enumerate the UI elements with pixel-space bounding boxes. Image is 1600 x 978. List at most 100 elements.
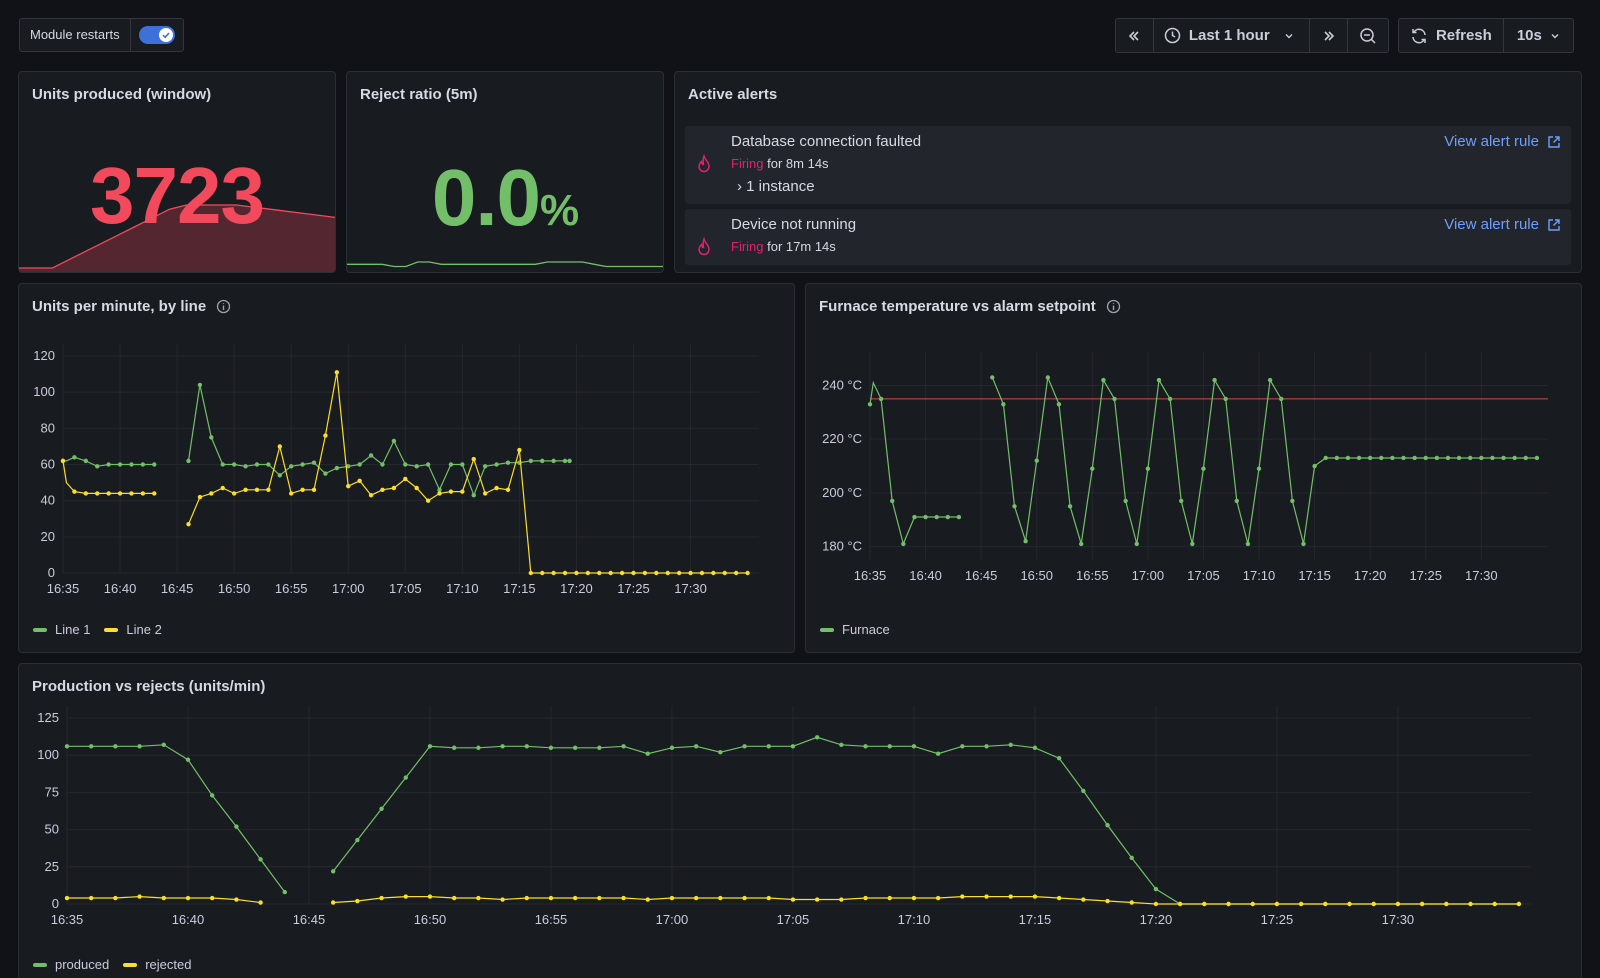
double-chevron-left-icon [1129, 30, 1139, 41]
data-point [839, 897, 844, 902]
x-tick-label: 17:00 [332, 581, 365, 596]
production-vs-rejects-chart: 0 25 50 75 100 125 16:35 16:40 16:45 16:50 16:55 17… [37, 706, 1531, 927]
info-icon[interactable] [1106, 299, 1121, 314]
legend-label: Furnace [842, 622, 890, 637]
data-point [209, 491, 214, 496]
data-point [197, 494, 203, 500]
data-point [220, 462, 225, 467]
y-tick-label: 50 [45, 822, 59, 837]
data-point [619, 570, 625, 576]
units-sparkline [19, 204, 335, 272]
data-point [1223, 396, 1228, 402]
legend-item-produced[interactable]: produced [33, 957, 109, 972]
legend-label: rejected [145, 957, 192, 972]
refresh-button[interactable]: Refresh [1399, 19, 1504, 52]
data-point [1008, 742, 1013, 747]
y-tick-label: 180 °C [822, 539, 862, 554]
data-point [742, 744, 747, 749]
units-per-minute-panel: Units per minute, by line 0 20 40 60 80 100 12… [18, 283, 795, 653]
legend-item-furnace[interactable]: Furnace [820, 622, 890, 637]
data-point [1516, 901, 1522, 907]
data-point [437, 491, 442, 496]
data-point [960, 894, 965, 899]
legend-item-line-2[interactable]: Line 2 [104, 622, 162, 637]
alert-state-label: Firing [731, 239, 764, 254]
panel-title: Units produced (window) [32, 86, 212, 103]
zoom-out-button[interactable] [1348, 19, 1388, 52]
sparkline-line [347, 261, 663, 268]
data-point [505, 460, 511, 465]
data-point [1412, 455, 1417, 461]
data-point [357, 462, 362, 467]
data-point [867, 402, 873, 407]
time-range-picker[interactable]: Last 1 hour [1154, 19, 1311, 52]
data-point [548, 745, 554, 750]
double-chevron-right-icon [1324, 30, 1334, 41]
view-alert-rule-link[interactable]: View alert rule [1444, 216, 1561, 233]
data-point [471, 456, 476, 462]
data-point [1267, 377, 1273, 383]
x-tick-label: 17:00 [1132, 568, 1165, 583]
view-alert-rule-link[interactable]: View alert rule [1444, 133, 1561, 150]
data-point [448, 489, 454, 494]
data-point [500, 744, 505, 749]
data-point [524, 895, 529, 901]
data-point [391, 485, 397, 491]
data-point [1212, 377, 1217, 383]
data-point [1444, 901, 1449, 907]
x-tick-label: 17:15 [1298, 568, 1331, 583]
data-point [1290, 498, 1295, 504]
module-restarts-switch[interactable] [138, 26, 175, 44]
data-point [711, 570, 716, 576]
data-point [733, 570, 739, 576]
chart-legend: produced rejected [33, 957, 191, 972]
data-point [494, 485, 499, 491]
refresh-interval-picker[interactable]: 10s [1504, 19, 1573, 52]
time-picker-group: Last 1 hour [1115, 18, 1389, 53]
legend-swatch [33, 962, 47, 967]
chart-legend: Furnace [820, 622, 890, 637]
data-point [1401, 455, 1406, 461]
units-per-minute-chart: 0 20 40 60 80 100 120 16:35 16:40 16:45 16:50 16:55… [33, 344, 759, 596]
module-restarts-switch-wrap[interactable] [131, 19, 183, 51]
data-point [1177, 901, 1183, 907]
data-point [1347, 901, 1352, 907]
time-forward-button[interactable] [1310, 19, 1349, 52]
y-tick-label: 200 °C [822, 485, 862, 500]
alert-item[interactable]: Device not running Firing for 17m 14s Vi… [685, 209, 1571, 265]
alert-instances-toggle[interactable]: › 1 instance [737, 178, 815, 195]
legend-swatch [123, 962, 138, 967]
data-point [1201, 466, 1206, 471]
data-point [414, 464, 419, 469]
data-point [152, 491, 157, 496]
data-point [567, 458, 572, 464]
legend-item-line-1[interactable]: Line 1 [33, 622, 90, 637]
data-point [1156, 377, 1162, 383]
data-point [186, 458, 191, 464]
data-point [621, 744, 626, 749]
data-point [1434, 455, 1440, 461]
data-point [1123, 498, 1128, 504]
units-produced-value: 3723 [90, 151, 265, 240]
data-point [323, 471, 328, 476]
data-point [1234, 498, 1239, 504]
x-tick-label: 17:10 [898, 912, 931, 927]
data-point [718, 895, 723, 901]
data-point [95, 491, 100, 496]
data-point [254, 462, 260, 467]
data-point [254, 487, 260, 493]
chevron-down-icon [1551, 33, 1559, 38]
data-point [665, 570, 670, 576]
data-point [1512, 455, 1517, 461]
data-point [106, 491, 111, 496]
legend-item-rejected[interactable]: rejected [123, 957, 191, 972]
module-restarts-toggle[interactable]: Module restarts [19, 18, 184, 52]
info-icon[interactable] [216, 299, 231, 314]
data-point [129, 462, 134, 467]
data-point [984, 894, 989, 899]
data-point [551, 570, 556, 576]
data-point [448, 462, 454, 467]
alert-item[interactable]: Database connection faulted Firing for 8… [685, 126, 1571, 204]
alert-name: Device not running [731, 216, 857, 233]
time-back-button[interactable] [1116, 19, 1154, 52]
